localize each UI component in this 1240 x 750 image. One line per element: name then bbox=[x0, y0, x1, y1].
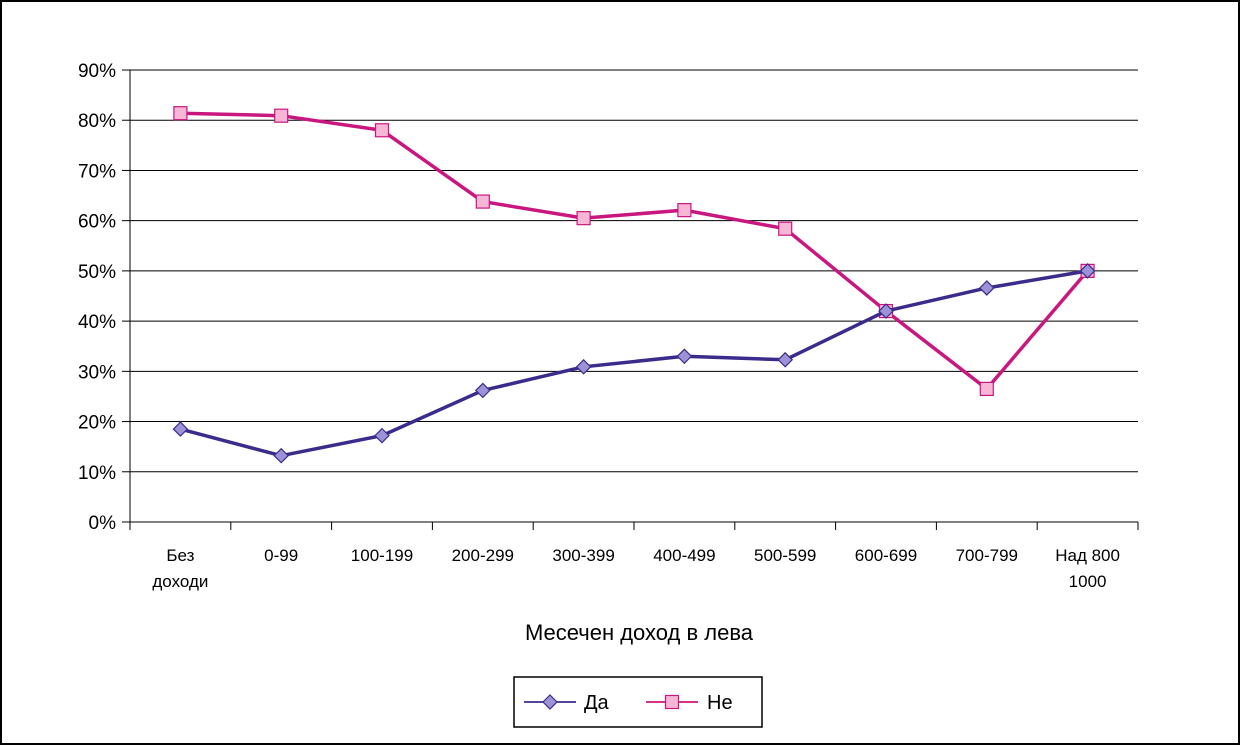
x-axis-title: Месечен доход в лева bbox=[525, 620, 754, 645]
series bbox=[172, 106, 1096, 464]
y-tick-label: 90% bbox=[78, 61, 116, 82]
y-tick-label: 70% bbox=[78, 161, 116, 182]
series-line-ne bbox=[180, 111, 1089, 391]
x-tick-label: Над 800 bbox=[1055, 546, 1120, 565]
y-tick-label: 50% bbox=[78, 262, 116, 283]
x-tick-label: 300-399 bbox=[552, 546, 614, 565]
x-tick-label: 400-499 bbox=[653, 546, 715, 565]
ne-data-point bbox=[173, 106, 188, 121]
da-data-point bbox=[978, 280, 995, 296]
legend: Да Не bbox=[513, 676, 763, 728]
legend-label: Не bbox=[707, 692, 733, 714]
x-tick-label: 500-599 bbox=[754, 546, 816, 565]
ne-data-point bbox=[979, 381, 994, 397]
da-data-point bbox=[878, 303, 894, 319]
axes: 0% 10% 20% 30% 40% 50% 60% 70% 80% 90% Без доходи 0-… bbox=[78, 61, 1139, 591]
x-tick-label: Без bbox=[166, 546, 194, 565]
diamond-icon bbox=[542, 694, 558, 710]
x-tick-label: 1000 bbox=[1069, 572, 1107, 591]
y-tick-label: 20% bbox=[78, 413, 116, 434]
y-tick-label: 40% bbox=[78, 312, 116, 333]
x-tick-label: доходи bbox=[152, 572, 208, 591]
x-tick-label: 100-199 bbox=[351, 546, 413, 565]
y-tick-label: 10% bbox=[78, 463, 116, 484]
da-data-point bbox=[777, 351, 794, 368]
x-tick-label: 0-99 bbox=[264, 546, 298, 565]
y-tick-label: 60% bbox=[78, 212, 116, 233]
ne-data-point bbox=[576, 211, 591, 226]
da-data-point bbox=[374, 427, 390, 444]
x-tick-label: 200-299 bbox=[452, 546, 514, 565]
ne-data-point bbox=[475, 194, 490, 209]
square-icon bbox=[664, 694, 680, 710]
da-data-point bbox=[575, 358, 592, 375]
x-tick-label: 700-799 bbox=[956, 546, 1018, 565]
ne-data-point bbox=[374, 123, 390, 138]
gridlines bbox=[130, 69, 1138, 473]
x-tick-label: 600-699 bbox=[855, 546, 917, 565]
ne-data-point bbox=[274, 108, 289, 123]
da-data-point bbox=[273, 447, 290, 464]
y-tick-label: 30% bbox=[78, 362, 116, 383]
da-data-point bbox=[1079, 263, 1096, 279]
da-data-point bbox=[676, 348, 693, 365]
ne-data-point bbox=[778, 221, 793, 236]
legend-label: Да bbox=[584, 692, 610, 714]
da-data-point bbox=[474, 382, 491, 399]
y-tick-label: 80% bbox=[78, 111, 116, 132]
ne-data-point bbox=[677, 203, 692, 218]
series-line-da bbox=[179, 269, 1088, 458]
da-data-point bbox=[172, 421, 189, 437]
y-tick-label: 0% bbox=[89, 513, 117, 534]
